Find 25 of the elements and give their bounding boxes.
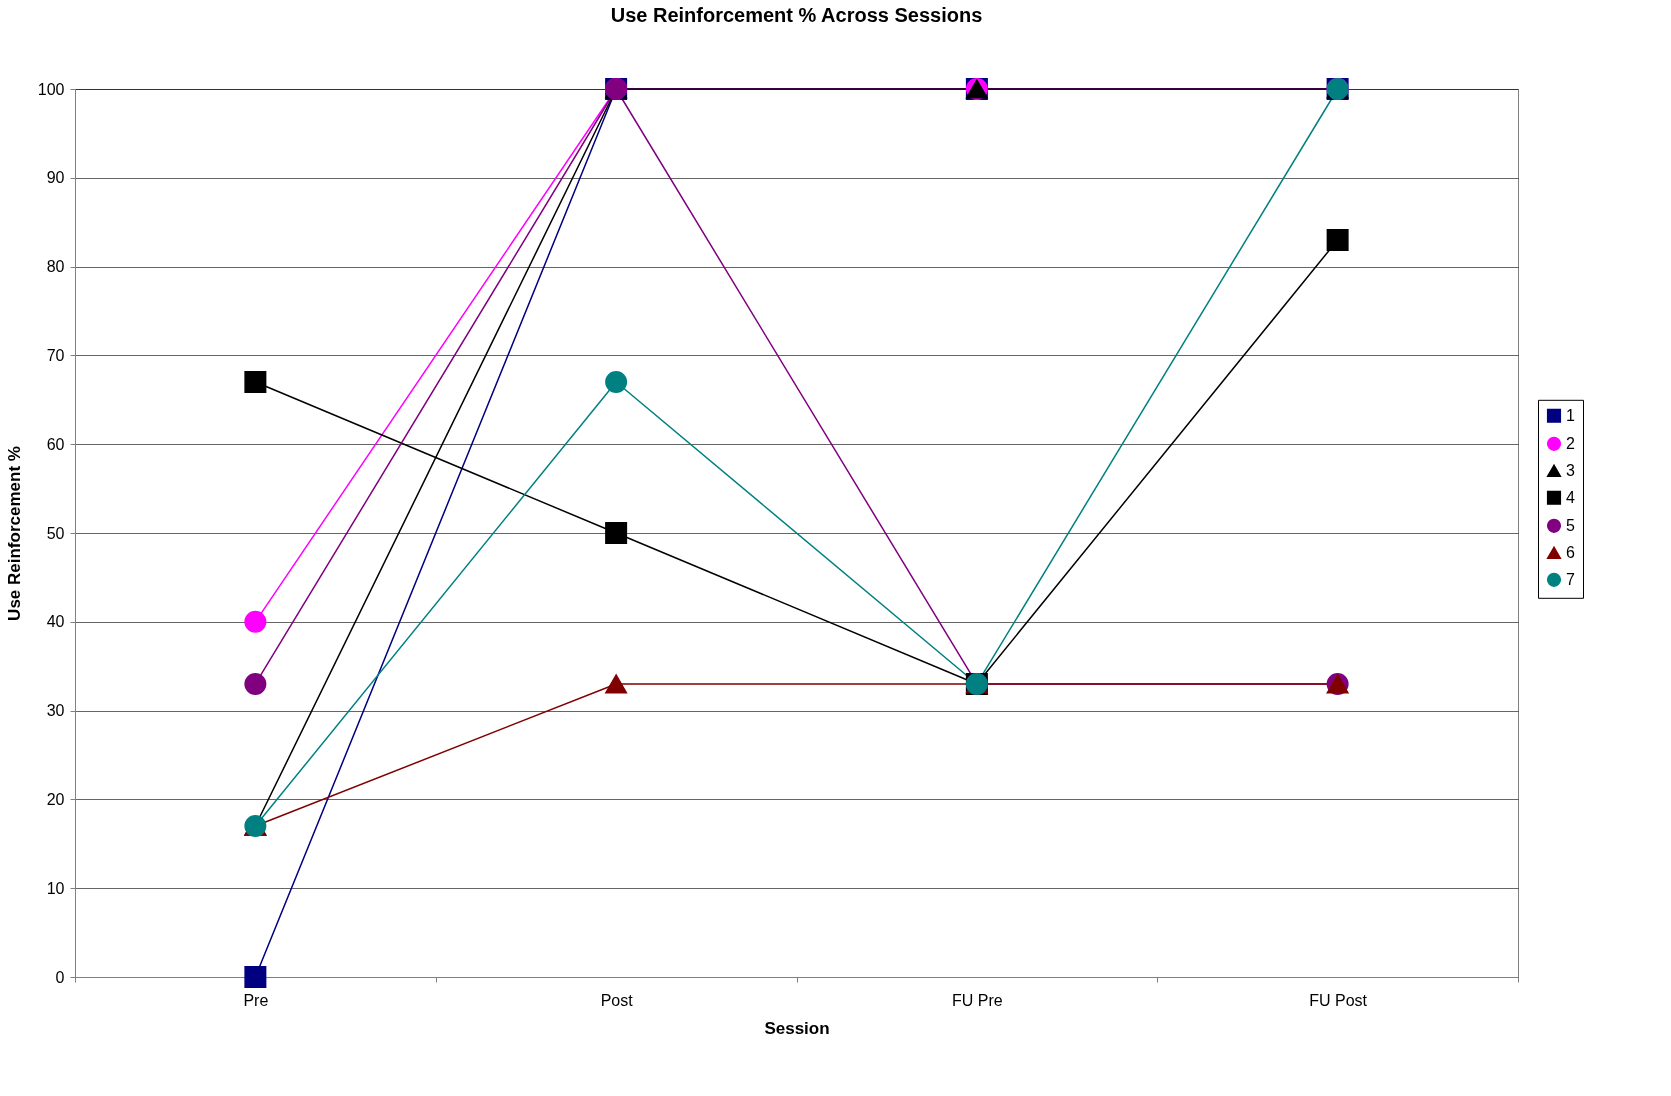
x-tick-label: FU Post bbox=[1309, 991, 1368, 1009]
y-tick-label: 60 bbox=[46, 435, 65, 453]
y-tick-label: 90 bbox=[46, 169, 65, 187]
chart-title: Use Reinforcement % Across Sessions bbox=[610, 3, 983, 26]
legend-label: 4 bbox=[1566, 488, 1575, 506]
y-tick-label: 70 bbox=[46, 346, 65, 364]
x-tick-label: Pre bbox=[243, 991, 269, 1009]
y-tick-label: 100 bbox=[37, 80, 65, 98]
legend-label: 1 bbox=[1566, 406, 1575, 424]
legend-label: 7 bbox=[1566, 570, 1575, 588]
y-tick-label: 40 bbox=[46, 613, 65, 631]
legend-label: 5 bbox=[1566, 516, 1575, 534]
y-tick-label: 30 bbox=[46, 702, 65, 720]
y-tick-label: 50 bbox=[46, 524, 65, 542]
x-tick-label: FU Pre bbox=[952, 991, 1003, 1009]
y-axis-title: Use Reinforcement % bbox=[4, 446, 24, 621]
x-axis-title: Session bbox=[764, 1018, 830, 1038]
x-tick-label: Post bbox=[600, 991, 634, 1009]
legend-label: 3 bbox=[1566, 461, 1575, 479]
y-tick-label: 80 bbox=[46, 258, 65, 276]
legend-label: 2 bbox=[1566, 434, 1575, 452]
y-tick-label: 0 bbox=[55, 968, 65, 986]
y-tick-label: 20 bbox=[46, 790, 65, 808]
legend-label: 6 bbox=[1566, 543, 1575, 561]
y-tick-label: 10 bbox=[46, 879, 65, 897]
